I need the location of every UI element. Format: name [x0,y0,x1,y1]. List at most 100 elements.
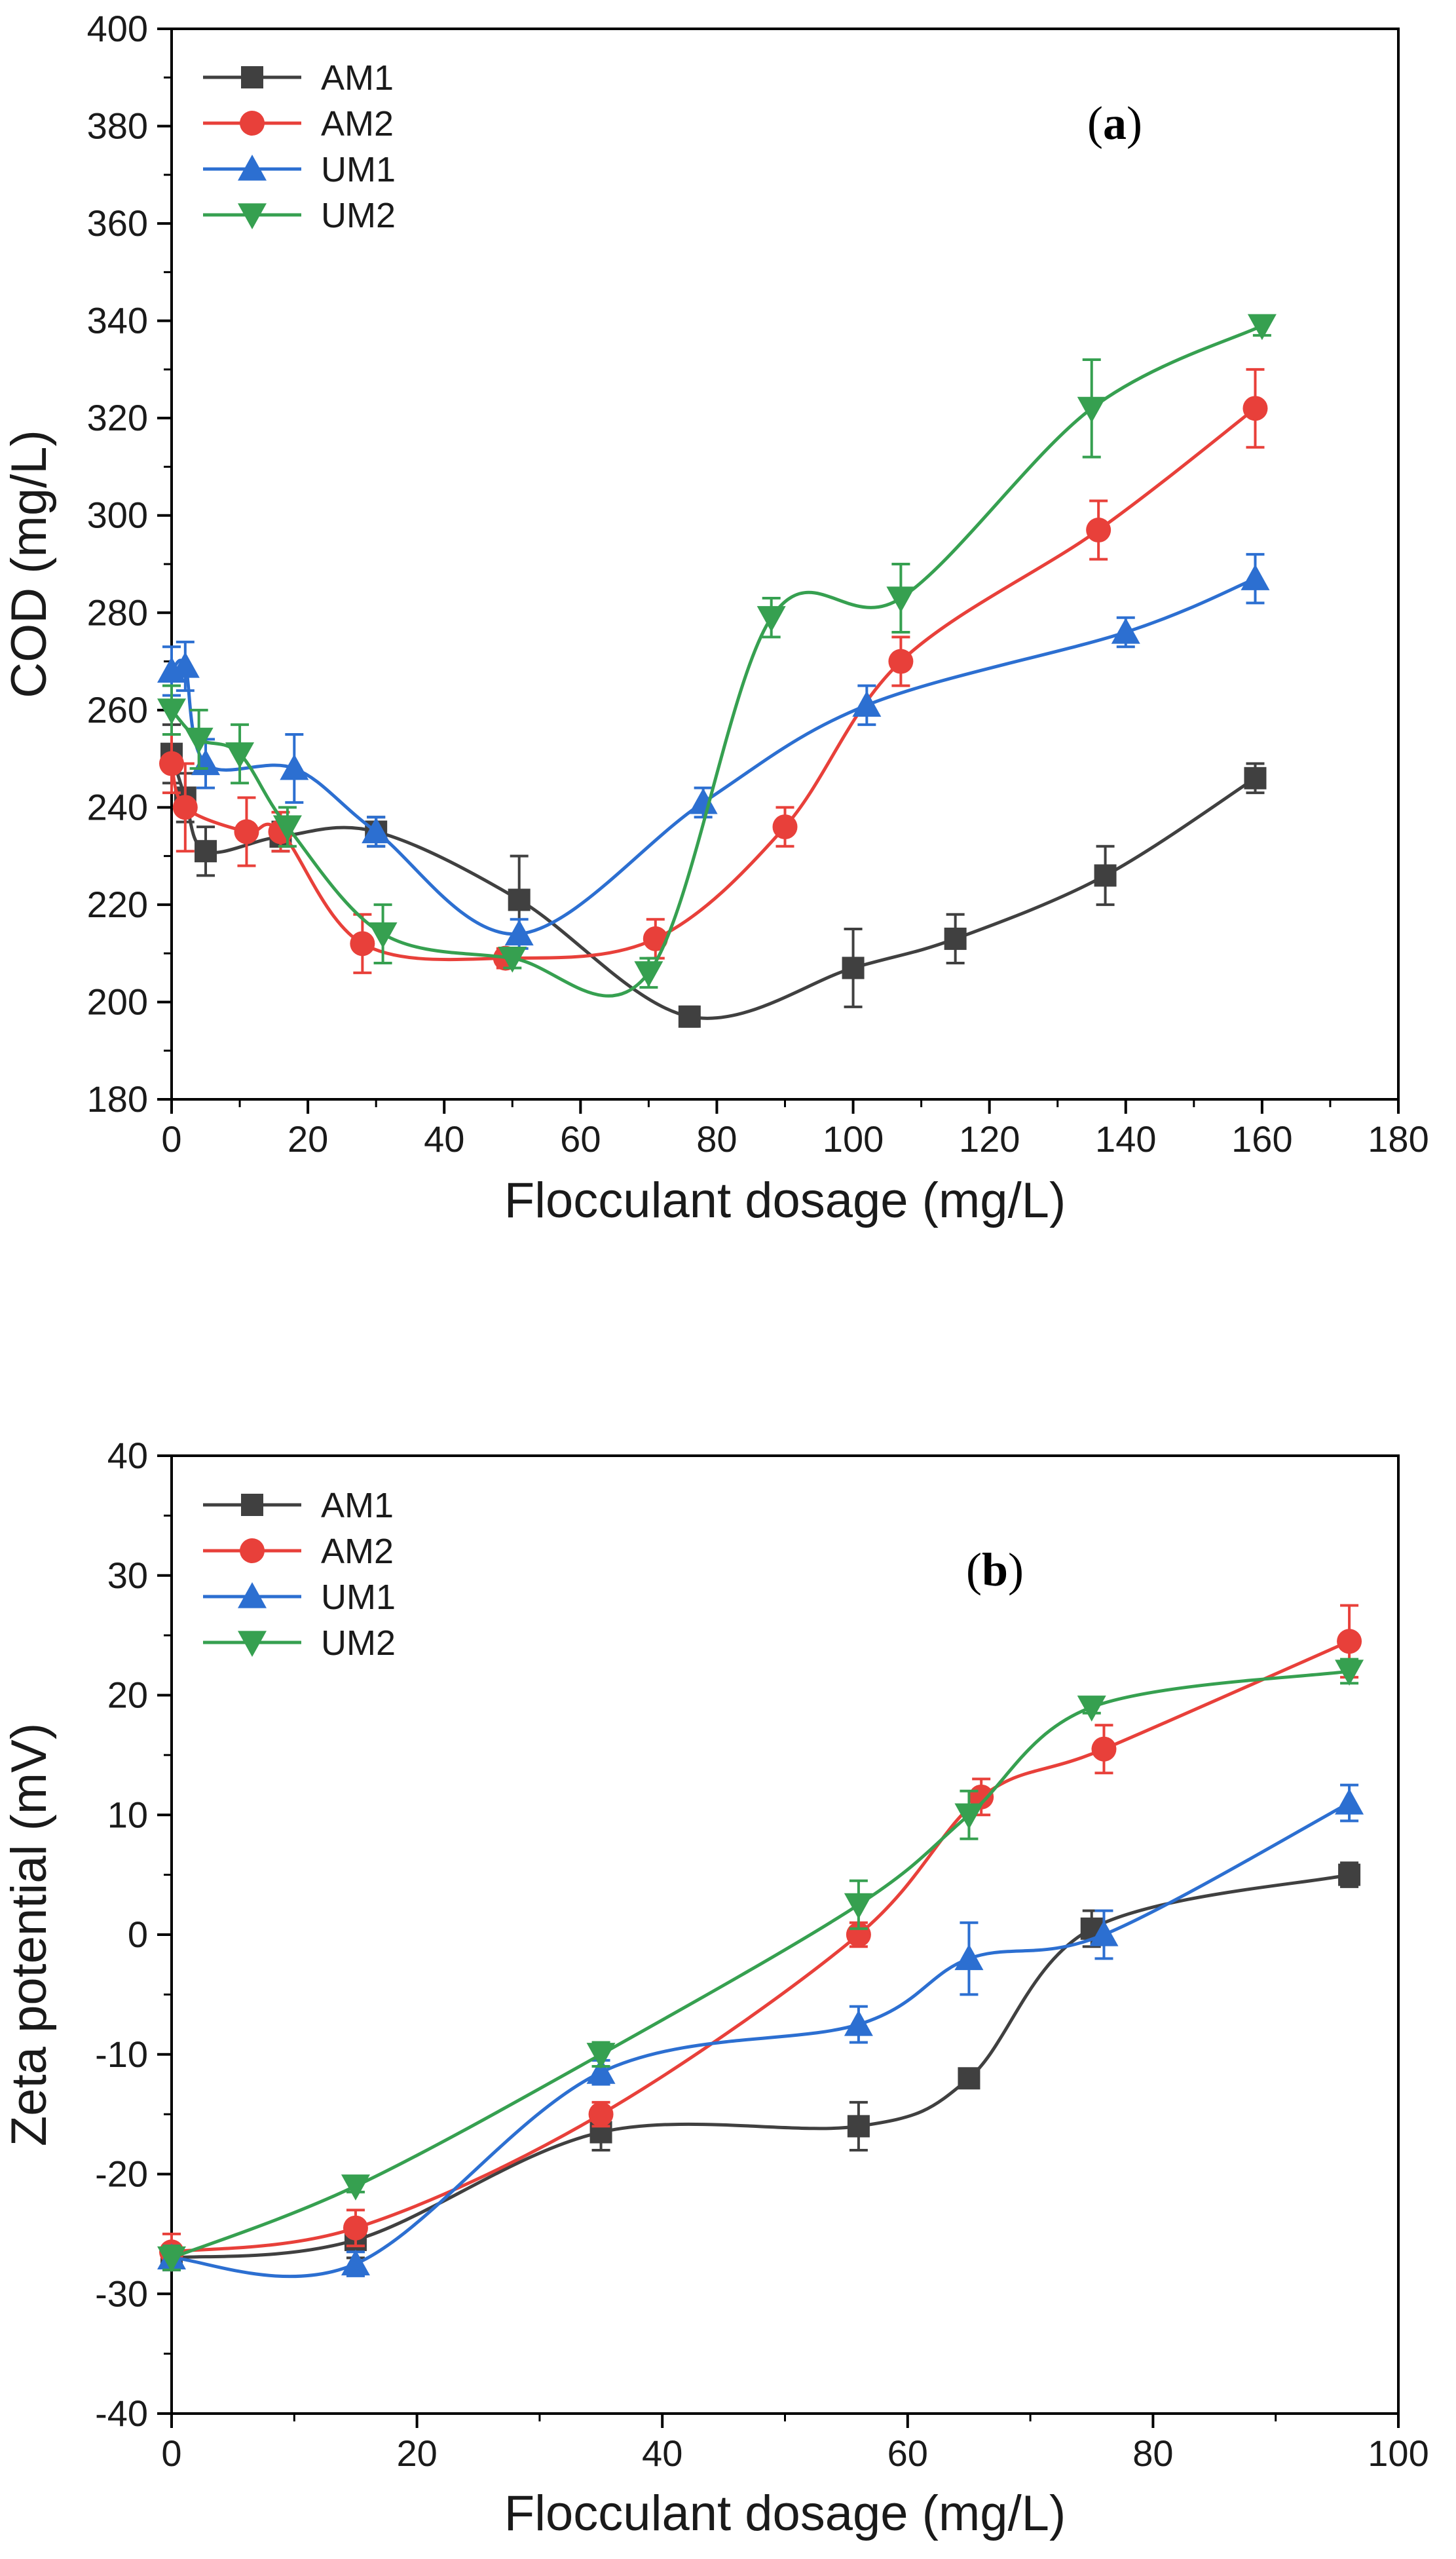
x-tick-label: 20 [288,1118,328,1160]
data-point [272,815,302,842]
x-tick-label: 160 [1231,1118,1292,1160]
legend-entry-um1: UM1 [203,150,396,189]
x-axis-title: Flocculant dosage (mg/L) [504,1173,1066,1228]
data-point [852,691,882,717]
data-point [1089,1920,1119,1946]
legend-marker [238,1582,267,1608]
y-tick-label: 10 [107,1794,148,1835]
chart-panel-b: 0 20 40 60 80 100 -40 -30 -20 -10 0 10 20 30 40 Floccul… [1,1435,1429,2541]
legend-label: AM2 [321,104,394,143]
legend-entry-um2: UM2 [203,1623,396,1663]
data-point [1077,1696,1106,1722]
data-point [191,749,221,776]
legend-label: UM1 [321,1578,396,1617]
data-point [157,698,186,725]
legend-marker [240,111,265,136]
data-point [341,2249,370,2276]
data-point [508,888,531,911]
data-point [634,961,663,987]
legend-marker [240,1538,265,1563]
series-line [171,1801,1351,2279]
x-tick-label: 180 [1368,1118,1428,1160]
legend-marker [238,155,267,181]
y-tick-label: 280 [87,592,148,633]
data-point [159,751,184,776]
series-line [170,753,1256,1020]
data-point [1111,617,1140,644]
data-point [1337,1629,1362,1654]
legend-marker [238,1631,267,1657]
data-point [343,2215,368,2241]
data-point [886,586,916,613]
series-line [171,1873,1350,2260]
series-am2 [159,1604,1362,2271]
data-point [844,2010,873,2036]
data-point [362,817,391,844]
data-point [772,814,798,840]
series-line [171,1669,1350,2260]
data-point [588,2102,614,2127]
y-tick-label: 400 [87,8,148,49]
data-point [350,931,375,957]
data-point [888,649,914,674]
y-tick-label: 30 [107,1555,148,1596]
legend-label: UM2 [321,1623,396,1663]
data-point [498,947,527,973]
panel-label: (a) [1087,97,1142,149]
series-line [171,1639,1351,2254]
x-tick-label: 100 [1368,2433,1428,2474]
legend-marker [238,203,267,229]
data-point [1086,518,1111,543]
y-tick-label: 0 [128,1914,148,1955]
x-tick-label: 100 [823,1118,884,1160]
data-point [170,651,200,678]
legend-entry-um2: UM2 [203,196,396,235]
data-point [586,2043,616,2069]
y-tick-label: 20 [107,1675,148,1716]
data-point [1091,1736,1117,1762]
x-tick-label: 0 [161,1118,181,1160]
data-point [1241,564,1270,590]
data-point [678,1005,701,1028]
data-point [225,742,255,768]
y-tick-label: -20 [95,2153,148,2195]
series-um1 [157,553,1270,950]
legend-marker [241,66,263,88]
y-tick-label: 300 [87,495,148,536]
series-am1 [160,1861,1361,2271]
series-am2 [159,368,1268,974]
data-point [1244,767,1267,789]
y-axis-title: COD (mg/L) [1,430,57,698]
x-tick-label: 0 [161,2433,181,2474]
data-point [1335,1788,1364,1815]
data-point [1242,396,1268,421]
y-tick-label: 380 [87,105,148,147]
data-point [954,1803,984,1830]
x-tick-label: 40 [642,2433,682,2474]
data-point [1247,314,1277,341]
data-point [643,926,668,951]
x-tick-label: 140 [1095,1118,1156,1160]
data-point [1335,1659,1364,1686]
y-tick-label: 260 [87,689,148,730]
legend-label: AM1 [321,58,394,98]
panel-label: (b) [966,1544,1024,1596]
legend-entry-am1: AM1 [203,58,394,98]
data-point [688,787,718,814]
y-tick-label: -30 [95,2273,148,2314]
x-tick-label: 40 [424,1118,464,1160]
data-point [1094,864,1117,887]
y-tick-label: 220 [87,884,148,925]
x-tick-label: 20 [396,2433,437,2474]
data-point [1077,396,1106,423]
x-tick-label: 120 [959,1118,1020,1160]
data-point [504,919,534,946]
y-tick-label: 180 [87,1078,148,1120]
legend-marker [241,1494,263,1516]
data-point [280,753,309,780]
data-point [954,1944,984,1971]
data-point [958,2067,980,2090]
series-um1 [157,1783,1364,2279]
data-point [157,2246,186,2273]
